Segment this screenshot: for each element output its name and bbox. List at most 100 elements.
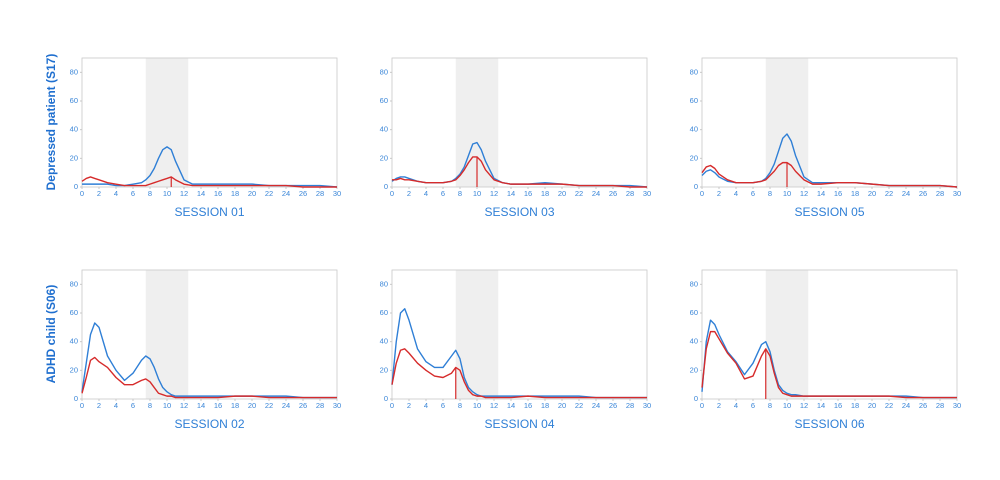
y-tick-label: 40 (70, 337, 78, 346)
x-tick-label: 8 (148, 401, 152, 410)
x-tick-label: 8 (768, 401, 772, 410)
x-tick-label: 0 (700, 401, 704, 410)
y-tick-label: 20 (380, 153, 388, 162)
x-tick-label: 16 (834, 189, 842, 198)
x-tick-label: 2 (97, 401, 101, 410)
x-tick-label: 30 (643, 189, 651, 198)
x-tick-label: 18 (541, 401, 549, 410)
x-tick-label: 12 (180, 189, 188, 198)
x-tick-label: 24 (592, 189, 600, 198)
chart-title: SESSION 01 (174, 205, 244, 219)
x-tick-label: 18 (541, 189, 549, 198)
x-tick-label: 16 (214, 189, 222, 198)
x-tick-label: 4 (114, 401, 118, 410)
row-label: ADHD child (S06) (44, 285, 58, 384)
y-tick-label: 0 (384, 394, 388, 403)
x-tick-label: 20 (868, 401, 876, 410)
row-label: Depressed patient (S17) (44, 54, 58, 191)
chart-title: SESSION 06 (794, 417, 864, 431)
y-tick-label: 80 (690, 279, 698, 288)
y-tick-label: 60 (70, 308, 78, 317)
y-tick-label: 20 (70, 153, 78, 162)
x-tick-label: 4 (114, 189, 118, 198)
x-tick-label: 18 (851, 189, 859, 198)
x-tick-label: 26 (609, 189, 617, 198)
x-tick-label: 30 (953, 401, 961, 410)
x-tick-label: 0 (80, 401, 84, 410)
y-tick-label: 40 (70, 125, 78, 134)
y-tick-label: 40 (690, 125, 698, 134)
plot-frame (391, 269, 648, 400)
x-tick-label: 4 (734, 189, 738, 198)
series-line (81, 322, 337, 399)
series-line (701, 319, 957, 399)
x-tick-label: 10 (473, 189, 481, 198)
x-tick-label: 26 (919, 189, 927, 198)
x-tick-label: 2 (717, 189, 721, 198)
x-tick-label: 2 (97, 189, 101, 198)
x-tick-label: 16 (524, 189, 532, 198)
x-tick-label: 18 (231, 401, 239, 410)
x-tick-label: 2 (407, 189, 411, 198)
x-tick-label: 4 (424, 189, 428, 198)
x-tick-label: 14 (817, 401, 825, 410)
y-tick-label: 80 (380, 67, 388, 76)
x-tick-label: 22 (885, 401, 893, 410)
x-tick-label: 24 (902, 189, 910, 198)
x-tick-label: 6 (751, 401, 755, 410)
plot-frame (81, 269, 338, 400)
x-tick-label: 6 (441, 401, 445, 410)
x-tick-label: 14 (197, 401, 205, 410)
shaded-band (145, 270, 189, 399)
x-tick-label: 8 (458, 189, 462, 198)
x-tick-label: 8 (768, 189, 772, 198)
x-tick-label: 10 (783, 189, 791, 198)
x-tick-label: 16 (214, 401, 222, 410)
x-tick-label: 20 (558, 401, 566, 410)
series-line (391, 141, 648, 188)
y-tick-label: 60 (690, 96, 698, 105)
x-tick-label: 12 (490, 189, 498, 198)
series-line (391, 348, 647, 399)
series-line (81, 356, 337, 399)
x-tick-label: 0 (390, 401, 394, 410)
y-tick-label: 20 (690, 365, 698, 374)
y-tick-label: 60 (70, 96, 78, 105)
chart-title: SESSION 03 (484, 205, 554, 219)
x-tick-label: 4 (734, 401, 738, 410)
x-tick-label: 16 (524, 401, 532, 410)
y-tick-label: 60 (380, 308, 388, 317)
y-tick-label: 0 (74, 182, 78, 191)
chart-title: SESSION 02 (174, 417, 244, 431)
x-tick-label: 14 (817, 189, 825, 198)
x-tick-label: 14 (197, 189, 205, 198)
x-tick-label: 6 (131, 189, 135, 198)
x-tick-label: 30 (333, 189, 341, 198)
x-tick-label: 12 (180, 401, 188, 410)
y-tick-label: 0 (384, 182, 388, 191)
x-tick-label: 12 (800, 401, 808, 410)
x-tick-label: 20 (248, 401, 256, 410)
x-tick-label: 20 (868, 189, 876, 198)
chart-title: SESSION 05 (794, 205, 864, 219)
x-tick-label: 10 (783, 401, 791, 410)
x-tick-label: 6 (441, 189, 445, 198)
x-tick-label: 26 (609, 401, 617, 410)
x-tick-label: 28 (316, 189, 324, 198)
plot-frame (701, 57, 958, 188)
shaded-band (455, 270, 499, 399)
plot-frame (391, 57, 648, 188)
x-tick-label: 24 (902, 401, 910, 410)
x-tick-label: 0 (80, 189, 84, 198)
series-line (701, 161, 958, 188)
x-tick-label: 26 (919, 401, 927, 410)
plot-frame (701, 269, 958, 400)
x-tick-label: 18 (231, 189, 239, 198)
x-tick-label: 28 (316, 401, 324, 410)
y-tick-label: 80 (70, 67, 78, 76)
x-tick-label: 20 (248, 189, 256, 198)
x-tick-label: 24 (282, 189, 290, 198)
series-line (81, 176, 337, 188)
series-line (392, 156, 647, 188)
